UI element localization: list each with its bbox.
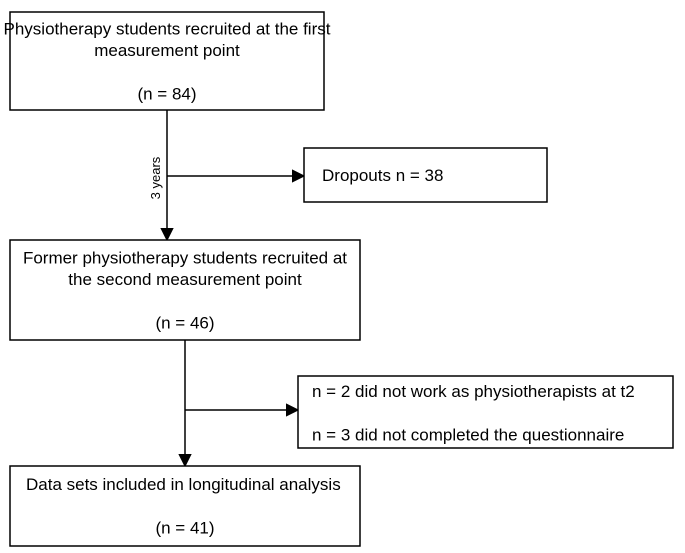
node-n5-line-2: (n = 41) bbox=[155, 519, 214, 538]
node-n2-line-0: Dropouts n = 38 bbox=[322, 166, 443, 185]
node-n4-line-0: n = 2 did not work as physiotherapists a… bbox=[312, 382, 635, 401]
node-n4-line-2: n = 3 did not completed the questionnair… bbox=[312, 426, 624, 445]
node-n5-line-0: Data sets included in longitudinal analy… bbox=[26, 475, 341, 494]
nodes-group: Physiotherapy students recruited at the … bbox=[4, 12, 673, 546]
flowchart-canvas: 3 years Physiotherapy students recruited … bbox=[0, 0, 685, 553]
node-n3-line-0: Former physiotherapy students recruited … bbox=[23, 248, 347, 267]
node-n3: Former physiotherapy students recruited … bbox=[10, 240, 360, 340]
edge-label-e1: 3 years bbox=[148, 156, 163, 199]
node-n4: n = 2 did not work as physiotherapists a… bbox=[298, 376, 673, 448]
node-n1-line-3: (n = 84) bbox=[137, 85, 196, 104]
node-n5: Data sets included in longitudinal analy… bbox=[10, 466, 360, 546]
node-n1-line-0: Physiotherapy students recruited at the … bbox=[4, 19, 331, 38]
node-n1: Physiotherapy students recruited at the … bbox=[4, 12, 331, 110]
node-n3-line-3: (n = 46) bbox=[155, 314, 214, 333]
node-n1-line-1: measurement point bbox=[94, 41, 240, 60]
node-n2: Dropouts n = 38 bbox=[304, 148, 547, 202]
node-n3-line-1: the second measurement point bbox=[68, 270, 302, 289]
